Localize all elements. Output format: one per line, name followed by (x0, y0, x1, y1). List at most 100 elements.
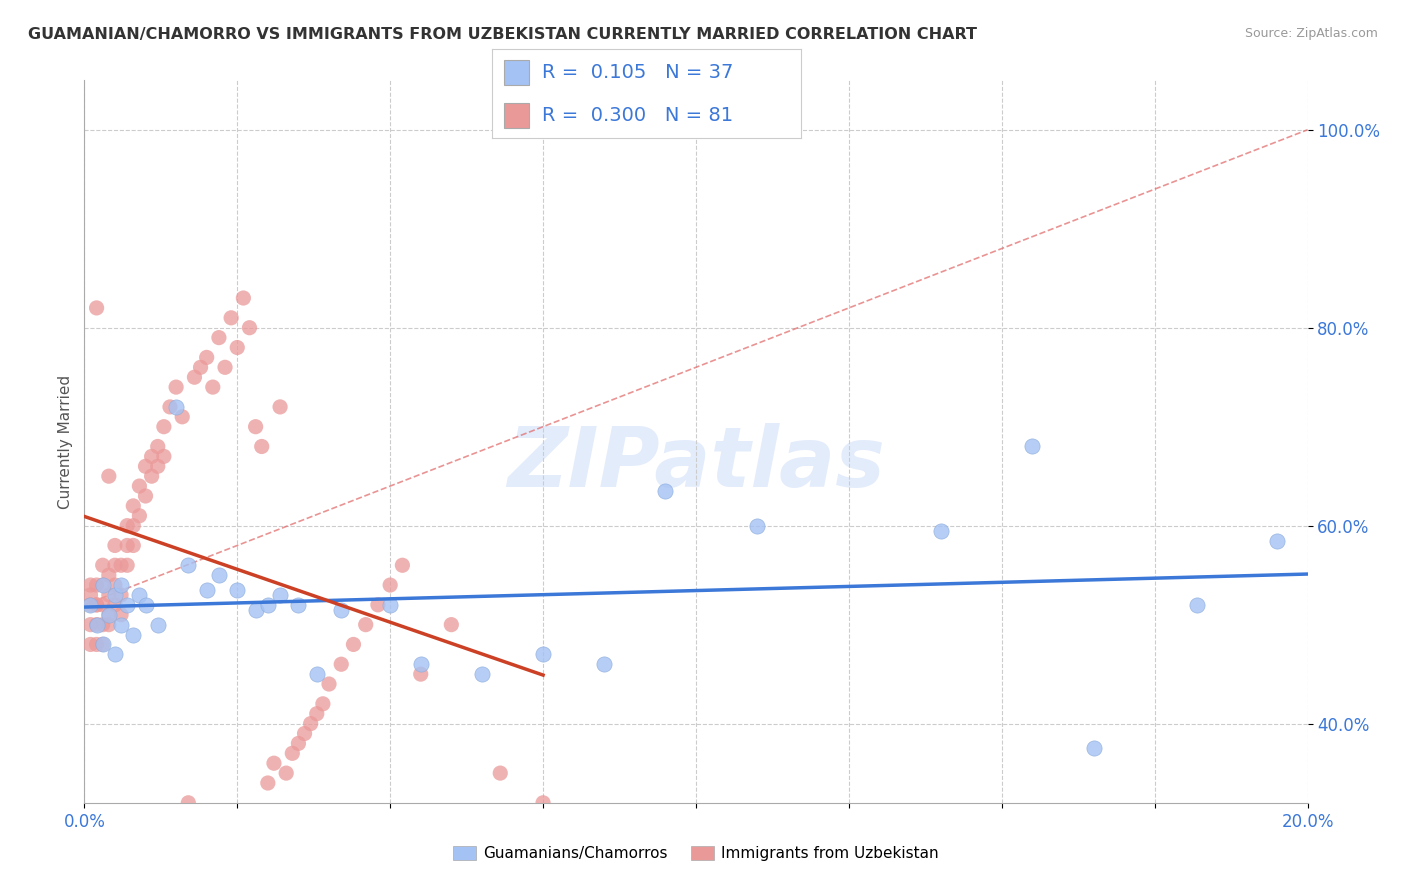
Point (330, 657, 353, 672)
Point (177, 796, 200, 810)
Point (86, 617, 108, 632)
Point (110, 607, 132, 622)
Point (104, 588, 127, 602)
Point (97, 607, 120, 622)
Point (1083, 741, 1105, 756)
Point (654, 483, 676, 498)
Point (165, 380, 187, 394)
Point (110, 617, 132, 632)
Point (135, 459, 157, 474)
Point (135, 598, 157, 612)
Point (128, 508, 150, 523)
Point (409, 667, 432, 681)
Point (86, 637, 108, 651)
Text: R =  0.300   N = 81: R = 0.300 N = 81 (541, 105, 733, 125)
Point (79, 598, 101, 612)
Point (153, 419, 176, 434)
Text: ZIPatlas: ZIPatlas (508, 423, 884, 504)
Point (97, 607, 120, 622)
Point (91, 617, 114, 632)
Point (354, 617, 377, 632)
Point (86, 598, 108, 612)
Point (86, 617, 108, 632)
Point (115, 539, 138, 553)
Point (110, 588, 132, 602)
Point (287, 598, 309, 612)
Point (1187, 598, 1209, 612)
Point (104, 578, 127, 592)
Point (128, 479, 150, 493)
Point (195, 351, 218, 365)
Point (79, 598, 101, 612)
Point (245, 419, 267, 434)
Point (91, 578, 114, 592)
FancyBboxPatch shape (505, 60, 529, 85)
Point (330, 603, 353, 617)
Point (141, 450, 163, 464)
Point (299, 716, 322, 731)
Point (281, 747, 304, 761)
Point (929, 524, 952, 538)
Point (257, 776, 280, 790)
Point (115, 518, 138, 533)
Point (232, 291, 254, 305)
Point (135, 489, 157, 503)
Point (1265, 533, 1288, 548)
Point (172, 409, 194, 424)
Point (97, 588, 120, 602)
Point (593, 657, 616, 672)
Point (177, 558, 200, 573)
Text: R =  0.105   N = 37: R = 0.105 N = 37 (541, 62, 733, 82)
Point (245, 603, 267, 617)
Point (747, 518, 769, 533)
Point (380, 598, 402, 612)
Point (86, 578, 108, 592)
Point (380, 578, 402, 592)
Point (122, 627, 145, 641)
Point (104, 539, 127, 553)
Point (79, 588, 101, 602)
Point (269, 588, 291, 602)
Point (104, 648, 127, 662)
Point (250, 440, 273, 454)
Point (146, 459, 169, 474)
Point (97, 617, 120, 632)
Point (122, 539, 145, 553)
Point (97, 469, 120, 483)
Point (183, 370, 205, 384)
Point (79, 637, 101, 651)
Point (287, 736, 309, 750)
Point (146, 617, 169, 632)
Point (305, 706, 328, 721)
Point (128, 588, 150, 602)
Point (91, 637, 114, 651)
Point (226, 341, 249, 355)
Point (104, 558, 127, 573)
Point (305, 667, 328, 681)
Point (440, 617, 463, 632)
Point (257, 598, 280, 612)
Point (122, 518, 145, 533)
Y-axis label: Currently Married: Currently Married (58, 375, 73, 508)
Point (367, 598, 389, 612)
Point (471, 667, 494, 681)
Point (141, 469, 163, 483)
Point (409, 657, 432, 672)
Point (208, 568, 231, 582)
Point (201, 380, 224, 394)
Point (159, 400, 181, 414)
Point (146, 440, 169, 454)
Point (531, 796, 554, 810)
Point (91, 558, 114, 573)
Text: GUAMANIAN/CHAMORRO VS IMMIGRANTS FROM UZBEKISTAN CURRENTLY MARRIED CORRELATION C: GUAMANIAN/CHAMORRO VS IMMIGRANTS FROM UZ… (28, 27, 977, 42)
FancyBboxPatch shape (505, 103, 529, 128)
Point (115, 558, 138, 573)
Point (110, 578, 132, 592)
Point (115, 598, 138, 612)
Point (214, 360, 236, 375)
Point (489, 766, 512, 780)
Point (269, 400, 291, 414)
Point (1021, 440, 1043, 454)
Text: Source: ZipAtlas.com: Source: ZipAtlas.com (1244, 27, 1378, 40)
Point (219, 310, 242, 325)
